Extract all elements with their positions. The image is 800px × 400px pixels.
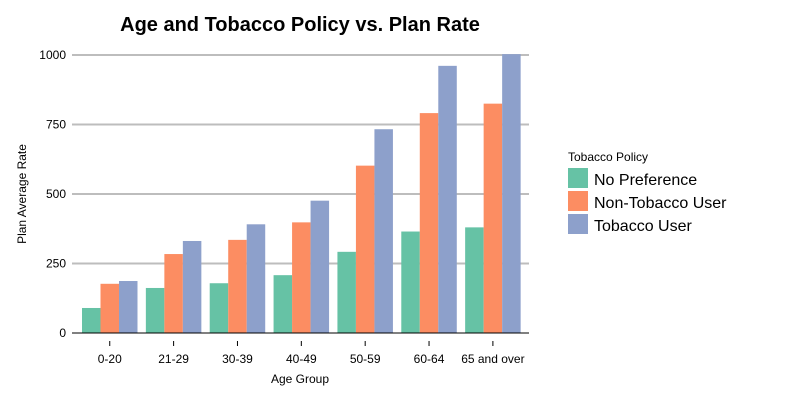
x-tick-label: 65 and over [461,352,524,366]
x-tick-label: 40-49 [286,352,317,366]
bar-0-20-tobacco-user [119,281,138,333]
bar-0-20-non-tobacco-user [100,283,119,333]
legend-items: No Preference Non-Tobacco User Tobacco Use… [568,168,727,235]
x-tick-label: 50-59 [350,352,381,366]
bar-21-29-no-preference [145,287,165,333]
y-tick-label: 0 [59,326,66,340]
x-tick-labels: 0-20 21-29 30-39 40-49 50-59 60-64 65 and over [98,341,525,366]
legend-swatch-non-tobacco-user [568,191,588,211]
bar-40-49-no-preference [273,275,293,333]
x-tick-label: 0-20 [98,352,122,366]
y-tick-label: 750 [46,118,66,132]
bars [82,54,521,334]
legend-swatch-tobacco-user [568,214,588,234]
bar-60-64-tobacco-user [438,65,457,333]
y-tick-label: 1000 [39,48,66,62]
bar-60-64-no-preference [401,231,420,333]
y-axis-label: Plan Average Rate [15,144,29,244]
legend-title: Tobacco Policy [568,150,648,164]
x-tick-label: 60-64 [414,352,445,366]
bar-60-64-non-tobacco-user [419,113,439,334]
bar-21-29-tobacco-user [182,240,202,333]
bar-0-20-no-preference [82,307,101,333]
bar-21-29-non-tobacco-user [164,254,183,333]
bar-30-39-tobacco-user [246,224,266,333]
x-axis-label: Age Group [271,372,329,386]
bar-50-59-no-preference [337,251,356,333]
legend-label: Tobacco User [594,218,692,235]
legend-label: Non-Tobacco User [594,195,727,212]
legend-label: No Preference [594,172,697,189]
y-tick-label: 250 [46,257,66,271]
y-tick-label: 500 [46,187,66,201]
bar-65-and-over-tobacco-user [502,54,521,333]
bar-65-and-over-no-preference [465,227,484,333]
legend: Tobacco Policy No Preference Non-Tobacco … [568,150,727,235]
x-tick-label: 21-29 [158,352,189,366]
bar-50-59-tobacco-user [374,129,393,333]
x-tick-label: 30-39 [222,352,253,366]
chart-title: Age and Tobacco Policy vs. Plan Rate [120,14,480,36]
y-tick-labels: 0 250 500 750 1000 [39,48,66,340]
bar-65-and-over-non-tobacco-user [483,103,503,334]
bar-30-39-non-tobacco-user [228,239,247,333]
bar-30-39-no-preference [209,283,229,333]
bar-40-49-tobacco-user [310,200,330,333]
bar-50-59-non-tobacco-user [355,165,375,333]
legend-swatch-no-preference [568,168,588,188]
bar-40-49-non-tobacco-user [292,222,311,333]
